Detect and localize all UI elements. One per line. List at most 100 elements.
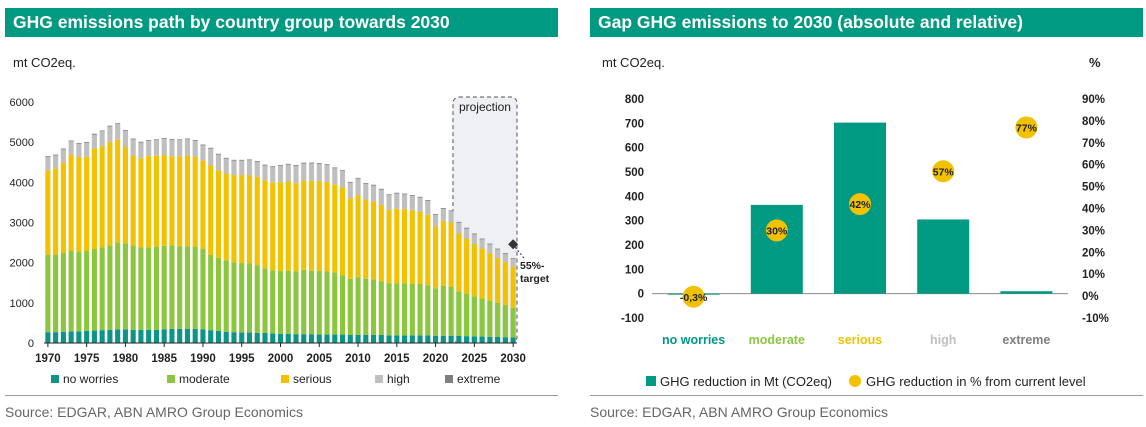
- bar-segment-extreme: [239, 159, 245, 161]
- bar-segment-no-worries: [301, 334, 307, 343]
- bar-segment-serious: [464, 238, 470, 294]
- bar-segment-high: [495, 249, 501, 258]
- target-label-line1: 55%-: [520, 260, 545, 272]
- bar-segment-extreme: [68, 140, 74, 142]
- x-tick-label: 2005: [306, 353, 332, 365]
- bar-segment-serious: [115, 139, 121, 243]
- bar-segment-moderate: [433, 288, 439, 336]
- bar-segment-serious: [510, 266, 516, 308]
- y-tick-label: 700: [625, 118, 644, 130]
- bar-segment-serious: [215, 170, 222, 258]
- legend-swatch-dots: [849, 375, 861, 387]
- bar-segment-high: [254, 161, 260, 177]
- dot-no-worries: [682, 285, 705, 308]
- bar-segment-moderate: [177, 246, 183, 329]
- bar-segment-moderate: [60, 253, 66, 332]
- bar-segment-serious: [355, 195, 361, 278]
- target-marker: [508, 239, 519, 250]
- right-source-divider: [590, 395, 1143, 396]
- bar-segment-extreme: [293, 165, 299, 166]
- x-tick-label: 1970: [35, 353, 61, 365]
- bar-segment-moderate: [68, 251, 74, 332]
- bar-segment-extreme: [200, 144, 206, 146]
- bar-segment-no-worries: [394, 335, 400, 343]
- bar-segment-high: [68, 141, 74, 155]
- bar-segment-no-worries: [339, 334, 346, 343]
- bar-segment-no-worries: [254, 332, 260, 343]
- y2-tick-label: -10%: [1082, 313, 1109, 325]
- bar-segment-serious: [332, 184, 338, 273]
- bar-segment-moderate: [487, 300, 493, 337]
- bar-segment-moderate: [115, 242, 121, 330]
- x-tick-label: 1990: [190, 353, 216, 365]
- bar-high: [917, 219, 970, 294]
- category-label: no worries: [662, 333, 725, 347]
- bar-segment-extreme: [471, 233, 477, 235]
- legend-label: moderate: [179, 372, 230, 386]
- bar-segment-extreme: [130, 138, 136, 140]
- bar-segment-no-worries: [308, 334, 315, 343]
- bar-segment-moderate: [270, 270, 276, 334]
- bar-segment-serious: [184, 155, 191, 247]
- bar-segment-extreme: [417, 196, 423, 198]
- bar-segment-moderate: [215, 257, 222, 331]
- bar-segment-no-worries: [262, 332, 268, 343]
- bar-segment-serious: [479, 248, 485, 299]
- bar-segment-extreme: [192, 140, 198, 141]
- bar-segment-serious: [277, 182, 284, 272]
- y-tick-label: 5000: [10, 137, 34, 149]
- dot-high: [932, 160, 955, 183]
- bar-segment-no-worries: [192, 328, 198, 343]
- bar-segment-high: [53, 155, 59, 169]
- bar-segment-high: [239, 160, 245, 176]
- bar-segment-high: [192, 140, 198, 157]
- bar-segment-extreme: [510, 258, 516, 260]
- bar-segment-no-worries: [417, 335, 423, 343]
- y-tick-label: 500: [625, 167, 644, 179]
- bar-segment-serious: [262, 180, 268, 269]
- legend-label: GHG reduction in Mt (CO2eq): [660, 374, 832, 389]
- y-tick-label: 100: [625, 264, 644, 276]
- bar-segment-moderate: [107, 245, 113, 330]
- bar-segment-serious: [231, 175, 237, 263]
- x-tick-label: 1985: [151, 353, 177, 365]
- bar-segment-serious: [285, 181, 291, 271]
- bar-segment-no-worries: [324, 334, 330, 343]
- x-tick-label: 2020: [423, 353, 449, 365]
- bar-segment-serious: [239, 175, 245, 264]
- bar-segment-moderate: [370, 279, 377, 335]
- bar-segment-high: [339, 171, 346, 188]
- bar-segment-high: [502, 254, 508, 263]
- bar-segment-extreme: [262, 164, 268, 166]
- y2-tick-label: 30%: [1082, 225, 1105, 237]
- bar-segment-moderate: [246, 263, 253, 333]
- bar-segment-serious: [254, 176, 260, 266]
- y-tick-label: 3000: [10, 218, 34, 230]
- bar-segment-extreme: [208, 147, 214, 149]
- bar-segment-serious: [99, 146, 105, 248]
- bar-segment-high: [448, 211, 454, 223]
- x-tick-label: 2015: [384, 353, 410, 365]
- bar-segment-moderate: [45, 254, 51, 333]
- bar-segment-moderate: [479, 298, 485, 337]
- bar-segment-no-worries: [76, 331, 82, 343]
- bar-segment-high: [215, 154, 222, 171]
- y-tick-label: 1000: [10, 298, 34, 310]
- y-tick-label: 0: [28, 338, 34, 350]
- y2-tick-label: 60%: [1082, 160, 1105, 172]
- bar-segment-moderate: [332, 272, 338, 335]
- bar-segment-no-worries: [479, 336, 485, 343]
- bar-segment-moderate: [146, 247, 152, 330]
- left-source-note: Source: EDGAR, ABN AMRO Group Economics: [5, 404, 303, 420]
- bar-segment-moderate: [308, 270, 315, 335]
- left-unit-label: mt CO2eq.: [13, 55, 76, 70]
- bar-segment-moderate: [200, 249, 206, 330]
- bar-segment-moderate: [417, 283, 423, 336]
- bar-segment-extreme: [231, 159, 237, 161]
- bar-segment-no-worries: [464, 336, 470, 343]
- bar-segment-extreme: [99, 130, 105, 132]
- bar-segment-extreme: [122, 130, 128, 131]
- bar-segment-high: [130, 139, 136, 156]
- bar-segment-high: [122, 130, 128, 147]
- bar-segment-no-worries: [239, 332, 245, 343]
